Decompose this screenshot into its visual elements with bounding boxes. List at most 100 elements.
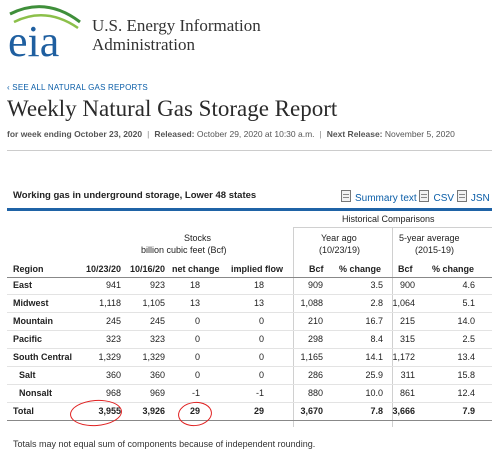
cell-fy-bcf: 315 [399, 334, 415, 344]
eia-logo[interactable]: eia [6, 2, 82, 60]
week-ending-label: for week ending October 23, 2020 [7, 129, 143, 139]
cell-net: 0 [194, 370, 200, 380]
cell-c1: 968 [105, 388, 121, 398]
row-region-label: South Central [13, 352, 73, 362]
cell-ya-pct: 2.8 [370, 298, 383, 308]
cell-flow: 18 [253, 280, 264, 290]
agency-name-line2: Administration [92, 35, 195, 54]
cell-ya-pct: 25.9 [365, 370, 383, 380]
cell-net: -1 [191, 388, 200, 398]
cell-fy-pct: 4.6 [462, 280, 475, 290]
cell-fy-bcf: 900 [399, 280, 415, 290]
stocks-header: Stocks [184, 233, 212, 243]
cell-fy-pct: 13.4 [457, 352, 475, 362]
col-header-net-change: net change [172, 264, 220, 274]
row-region-label: Mountain [13, 316, 53, 326]
see-all-reports-link[interactable]: ‹ SEE ALL NATURAL GAS REPORTS [7, 83, 148, 92]
cell-c1: 360 [105, 370, 121, 380]
row-region-label: Nonsalt [19, 388, 53, 398]
page-title: Weekly Natural Gas Storage Report [7, 96, 338, 121]
cell-net: 13 [189, 298, 200, 308]
table-top-rule [7, 208, 492, 211]
row-region-label: Midwest [13, 298, 49, 308]
col-header-implied-flow: implied flow [231, 264, 284, 274]
col-header-ya-bcf: Bcf [309, 264, 324, 274]
next-release-label: Next Release: [326, 129, 383, 139]
row-divider [7, 384, 492, 385]
cell-c2: 969 [149, 388, 165, 398]
five-year-header: 5-year average [399, 233, 460, 243]
cell-c2: 360 [149, 370, 165, 380]
cell-fy-pct: 2.5 [462, 334, 475, 344]
cell-ya-pct: 7.8 [370, 406, 383, 416]
csv-link[interactable]: CSV [433, 193, 455, 204]
cell-fy-bcf: 861 [399, 388, 415, 398]
cell-fy-bcf: 1,172 [392, 352, 415, 362]
cell-ya-bcf: 286 [307, 370, 323, 380]
meta-separator: | [319, 129, 322, 139]
row-region-label: Salt [19, 370, 36, 380]
cell-c2: 1,105 [142, 298, 165, 308]
cell-c1: 3,955 [98, 406, 121, 416]
document-icon [419, 190, 430, 202]
cell-c1: 941 [105, 280, 121, 290]
col-header-fy-pct: % change [432, 264, 475, 274]
table-title: Working gas in underground storage, Lowe… [13, 190, 257, 201]
cell-c1: 323 [105, 334, 121, 344]
row-region-label: Total [13, 406, 34, 416]
summary-text-link[interactable]: Summary text [355, 193, 417, 204]
cell-net: 18 [189, 280, 200, 290]
cell-ya-bcf: 210 [307, 316, 323, 326]
cell-c1: 245 [105, 316, 121, 326]
json-link[interactable]: JSN [470, 193, 490, 204]
site-header: eia U.S. Energy Information Administrati… [0, 0, 492, 62]
row-divider [7, 366, 492, 367]
cell-fy-bcf: 1,064 [392, 298, 415, 308]
cell-flow: -1 [255, 388, 264, 398]
cell-fy-pct: 12.4 [457, 388, 475, 398]
column-separator [293, 227, 294, 427]
cell-flow: 0 [258, 370, 264, 380]
report-meta: for week ending October 23, 2020 | Release… [7, 129, 455, 139]
next-release-value: November 5, 2020 [384, 129, 455, 139]
year-ago-header: Year ago [321, 233, 357, 243]
row-divider [7, 294, 492, 295]
cell-c2: 923 [149, 280, 165, 290]
svg-text:eia: eia [8, 17, 59, 60]
five-year-subheader: (2015-19) [415, 245, 455, 255]
cell-ya-pct: 3.5 [370, 280, 383, 290]
document-icon [456, 190, 467, 202]
cell-ya-pct: 8.4 [370, 334, 383, 344]
row-divider [7, 402, 492, 403]
row-divider [7, 348, 492, 349]
column-separator [392, 227, 393, 427]
row-divider [7, 330, 492, 331]
cell-ya-bcf: 909 [307, 280, 323, 290]
cell-flow: 0 [258, 334, 264, 344]
cell-flow: 29 [253, 406, 264, 416]
cell-ya-bcf: 1,165 [300, 352, 323, 362]
cell-c2: 1,329 [142, 352, 165, 362]
cell-fy-bcf: 215 [399, 316, 415, 326]
agency-name-line1: U.S. Energy Information [92, 16, 261, 35]
cell-fy-pct: 14.0 [457, 316, 475, 326]
stocks-subheader: billion cubic feet (Bcf) [141, 245, 227, 255]
cell-net: 29 [189, 406, 200, 416]
col-header-ya-pct: % change [339, 264, 382, 274]
cell-fy-bcf: 3,666 [392, 406, 415, 416]
cell-net: 0 [194, 352, 200, 362]
download-links: Summary text CSV JSN [341, 190, 490, 204]
footnote: Totals may not equal sum of components b… [13, 439, 316, 449]
cell-c1: 1,329 [98, 352, 121, 362]
col-header-region: Region [13, 264, 44, 274]
cell-ya-bcf: 3,670 [300, 406, 323, 416]
cell-c2: 245 [149, 316, 165, 326]
divider [7, 150, 492, 151]
cell-ya-bcf: 1,088 [300, 298, 323, 308]
row-divider [7, 420, 492, 421]
cell-fy-bcf: 311 [400, 370, 415, 380]
historical-comparisons-header: Historical Comparisons [342, 214, 435, 224]
released-value: October 29, 2020 at 10:30 a.m. [196, 129, 315, 139]
cell-ya-bcf: 298 [307, 334, 323, 344]
cell-ya-pct: 10.0 [365, 388, 383, 398]
